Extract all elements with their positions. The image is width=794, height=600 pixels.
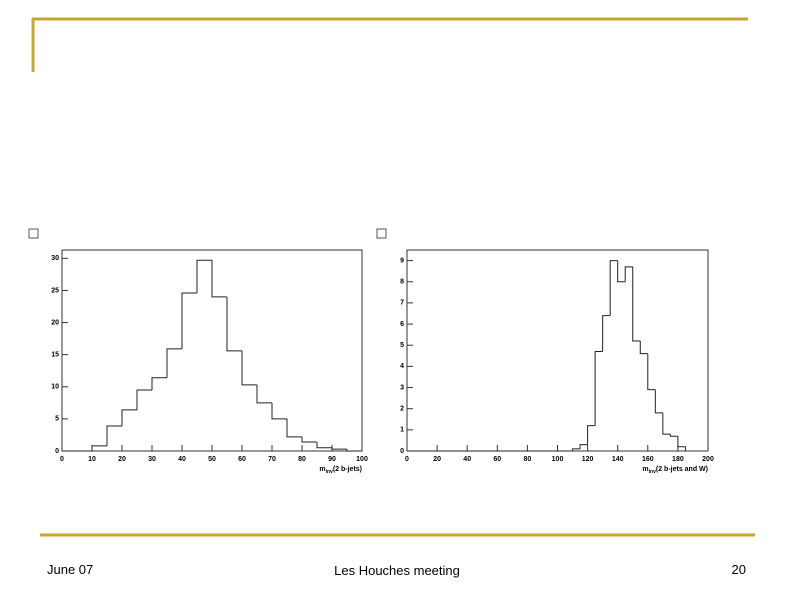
y-tick-label: 1	[400, 427, 404, 434]
x-tick-label: 160	[642, 456, 654, 463]
histogram-bin	[181, 292, 197, 349]
x-tick-label: 30	[148, 456, 156, 463]
histogram-bin	[602, 315, 611, 352]
histogram-bin	[609, 260, 618, 316]
histogram-bin	[331, 447, 347, 450]
histogram-bin	[632, 266, 641, 342]
x-tick-label: 120	[582, 456, 594, 463]
histogram-bin	[677, 436, 686, 451]
histogram-bin	[316, 442, 332, 449]
y-tick-label: 9	[400, 257, 404, 264]
x-tick-label: 0	[405, 456, 409, 463]
x-axis-label-part: (2 b-jets and W)	[656, 466, 708, 473]
x-tick-label: 40	[178, 456, 186, 463]
x-tick-label: 140	[612, 456, 624, 463]
histogram-bin	[91, 445, 107, 451]
x-tick-label: 50	[208, 456, 216, 463]
histogram-bin	[211, 260, 227, 298]
x-tick-label: 40	[463, 456, 471, 463]
x-axis-label-part: inv	[649, 469, 656, 475]
bullet	[376, 228, 387, 239]
histogram-bin	[136, 389, 152, 410]
y-tick-label: 10	[51, 384, 59, 391]
footer-page: 20	[732, 562, 746, 577]
histogram-bin	[594, 351, 603, 426]
histogram-bin	[256, 384, 272, 404]
x-axis-label-part: m	[319, 466, 325, 473]
histogram-bin	[639, 340, 648, 355]
histogram-bin	[587, 425, 596, 445]
histogram-bin	[121, 409, 137, 426]
histogram-bin	[286, 418, 302, 438]
histogram-bin	[166, 348, 182, 378]
histogram-bin	[647, 353, 656, 391]
y-tick-label: 5	[400, 342, 404, 349]
plot-frame	[406, 249, 709, 452]
histogram-bin	[106, 425, 122, 446]
histogram-bin	[669, 434, 678, 437]
x-tick-label: 20	[118, 456, 126, 463]
histogram-bin	[301, 436, 317, 443]
histogram-bin	[662, 412, 671, 435]
histogram-bin	[617, 260, 626, 283]
x-tick-label: 80	[524, 456, 532, 463]
bullet	[28, 228, 39, 239]
y-tick-label: 3	[400, 384, 404, 391]
x-tick-label: 200	[702, 456, 714, 463]
y-tick-label: 20	[51, 319, 59, 326]
x-tick-label: 180	[672, 456, 684, 463]
x-tick-label: 90	[328, 456, 336, 463]
y-tick-label: 15	[51, 352, 59, 359]
x-tick-label: 20	[433, 456, 441, 463]
x-axis-label-part: m	[642, 466, 648, 473]
x-axis-label-part: inv	[326, 469, 333, 475]
histogram-bin	[241, 350, 257, 386]
x-tick-label: 70	[268, 456, 276, 463]
histogram-bin	[226, 296, 242, 352]
x-axis-label-part: (2 b-jets)	[333, 466, 362, 473]
histogram-bin	[624, 266, 633, 282]
footer-date: June 07	[47, 562, 93, 577]
histogram-bin	[151, 377, 167, 390]
y-tick-label: 5	[55, 416, 59, 423]
x-tick-label: 10	[88, 456, 96, 463]
histogram-bin	[654, 389, 663, 414]
histogram-bin	[196, 259, 212, 294]
y-tick-label: 4	[400, 363, 404, 370]
y-tick-label: 8	[400, 279, 404, 286]
y-tick-label: 6	[400, 321, 404, 328]
y-tick-label: 2	[400, 406, 404, 413]
x-axis-label: minv(2 b-jets and W)	[642, 466, 708, 475]
x-tick-label: 100	[356, 456, 368, 463]
x-tick-label: 60	[238, 456, 246, 463]
y-tick-label: 0	[55, 448, 59, 455]
histogram-bin	[572, 448, 581, 451]
x-axis-label: minv(2 b-jets)	[319, 466, 362, 475]
histogram-bin	[271, 402, 287, 420]
histogram-bin	[579, 444, 588, 449]
x-tick-label: 60	[493, 456, 501, 463]
x-tick-label: 100	[552, 456, 564, 463]
y-tick-label: 0	[400, 448, 404, 455]
x-tick-label: 0	[60, 456, 64, 463]
y-tick-label: 25	[51, 287, 59, 294]
y-tick-label: 30	[51, 255, 59, 262]
y-tick-label: 7	[400, 300, 404, 307]
histogram-bin	[346, 449, 362, 452]
footer-event: Les Houches meeting	[334, 563, 460, 578]
x-tick-label: 80	[298, 456, 306, 463]
